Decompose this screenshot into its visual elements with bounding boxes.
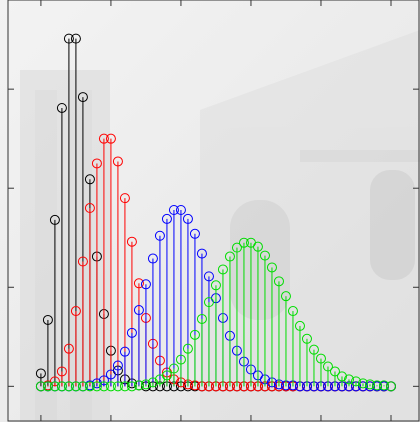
page: (() => { const data = JSON.parse(documen…: [0, 0, 420, 422]
chart: [0, 0, 420, 422]
